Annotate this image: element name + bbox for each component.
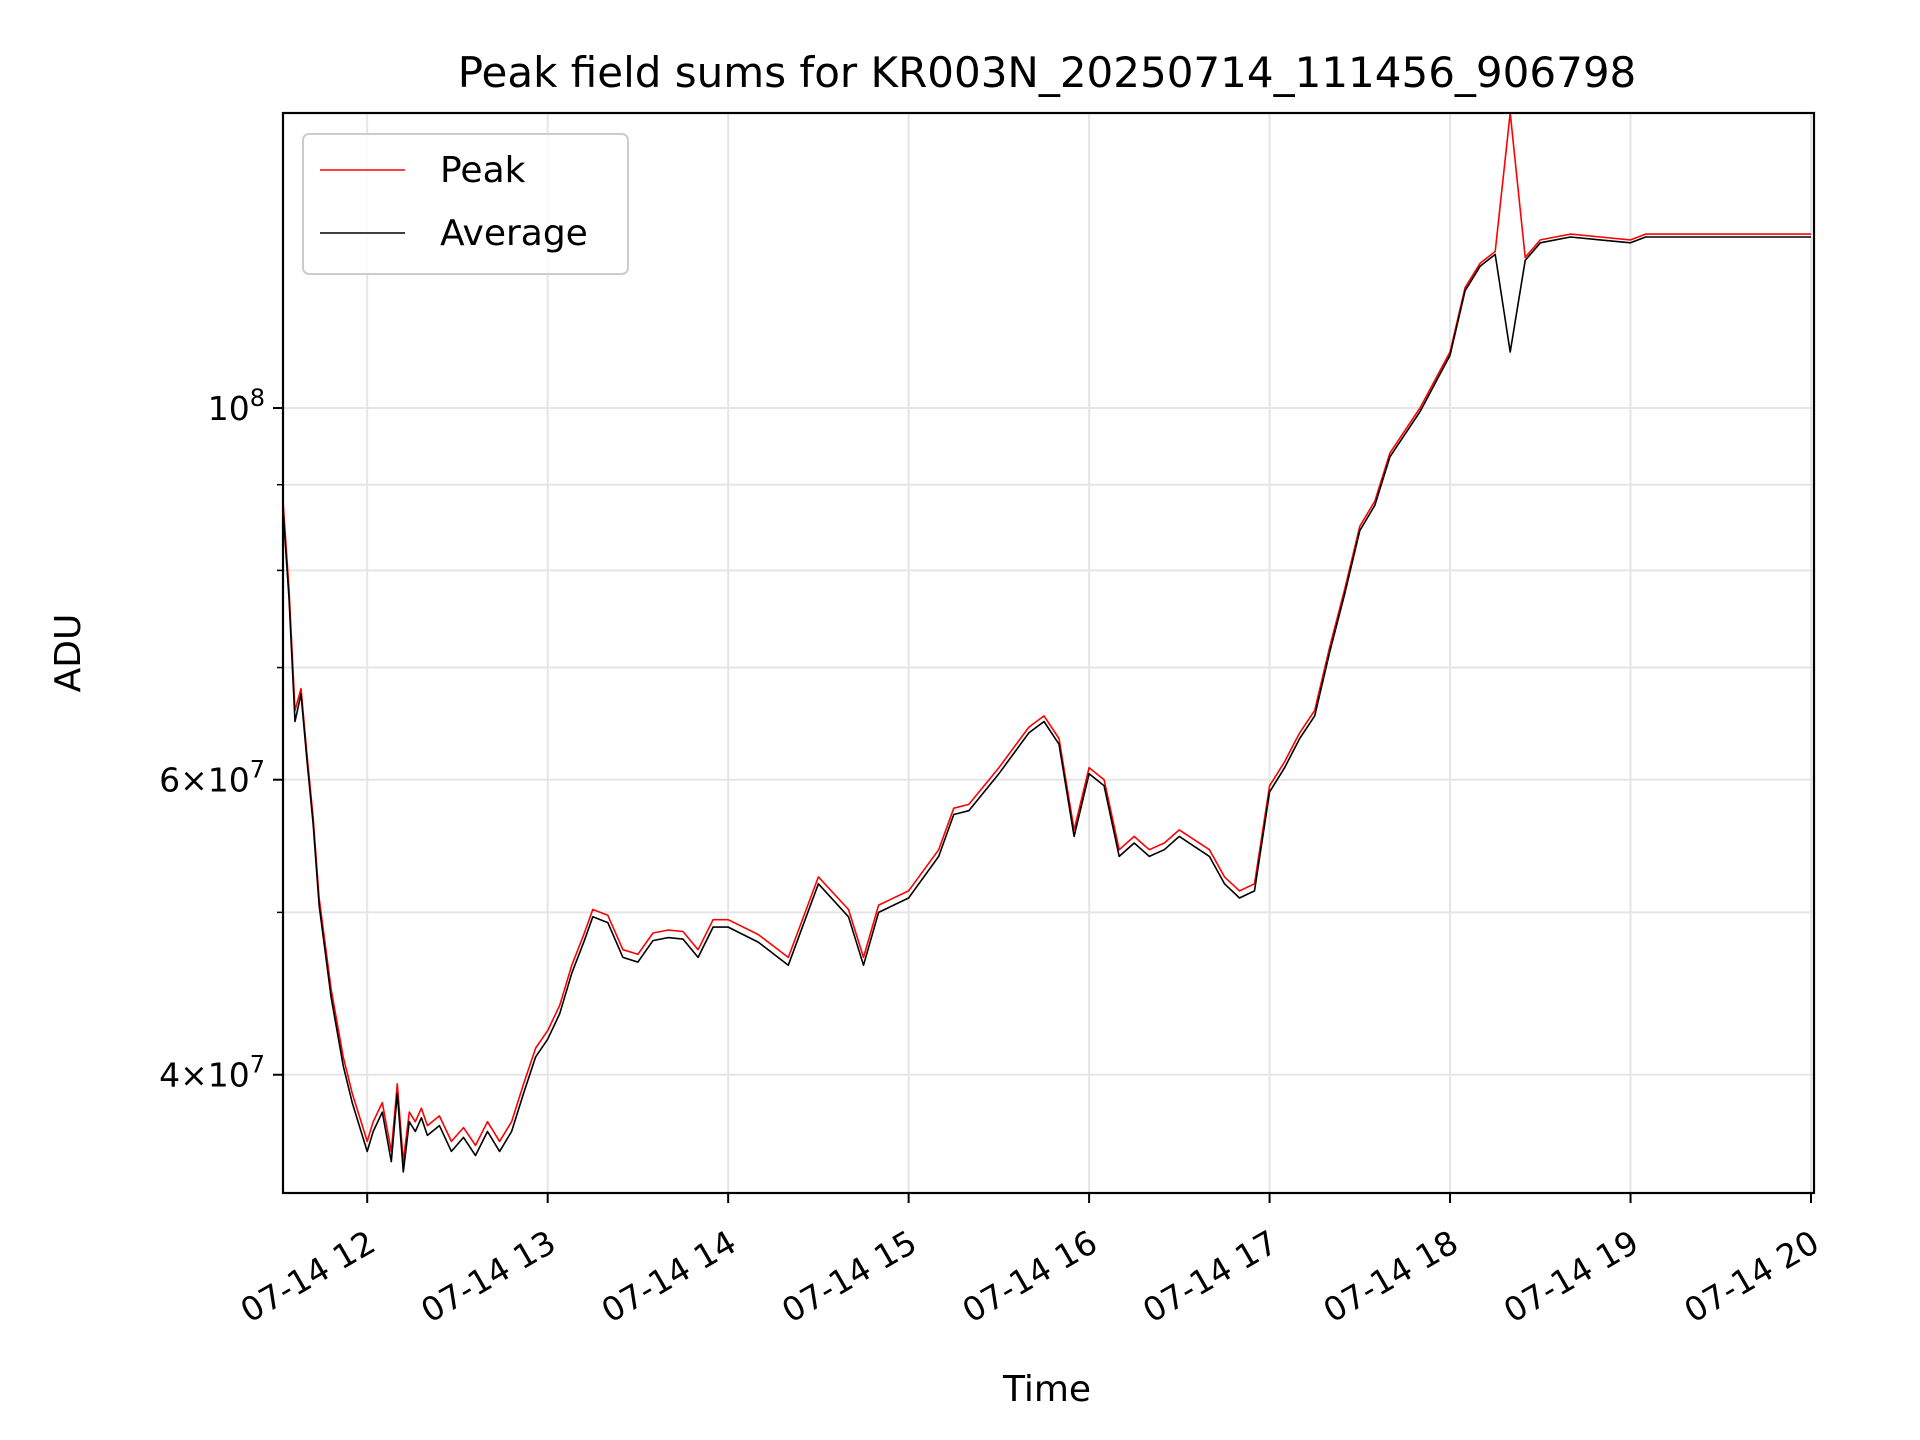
- x-tick-layer: 07-14 12 07-14 13 07-14 14 07-14 15 07-14 16…: [234, 1193, 1826, 1330]
- y-tick-label: 108: [208, 384, 265, 428]
- x-tick-label: 07-14 15: [775, 1222, 923, 1330]
- y-tick-label: 4×107: [159, 1051, 265, 1095]
- x-tick-label: 07-14 13: [414, 1222, 562, 1330]
- grid-layer: [283, 113, 1814, 1193]
- y-tick-layer: 108 6×107 4×107: [159, 384, 283, 1095]
- legend-label-peak: Peak: [440, 150, 526, 191]
- x-tick-label: 07-14 18: [1317, 1222, 1465, 1330]
- y-axis-title: ADU: [48, 614, 89, 693]
- series-layer: [282, 112, 1811, 1173]
- series-line-average: [282, 236, 1811, 1173]
- series-line-peak: [282, 112, 1811, 1163]
- plot-frame: [281, 111, 1816, 1195]
- y-tick-label: 6×107: [159, 756, 265, 800]
- legend-label-average: Average: [440, 213, 588, 254]
- x-tick-label: 07-14 19: [1497, 1222, 1645, 1330]
- x-tick-label: 07-14 16: [956, 1222, 1104, 1330]
- x-tick-label: 07-14 12: [234, 1222, 382, 1330]
- x-axis-title: Time: [1002, 1369, 1091, 1410]
- chart-title: Peak field sums for KR003N_20250714_1114…: [458, 48, 1637, 97]
- legend: Peak Average: [302, 133, 629, 275]
- legend-box: [302, 133, 629, 275]
- x-tick-label: 07-14 20: [1678, 1222, 1826, 1330]
- x-tick-label: 07-14 17: [1136, 1222, 1284, 1330]
- x-tick-label: 07-14 14: [595, 1222, 743, 1330]
